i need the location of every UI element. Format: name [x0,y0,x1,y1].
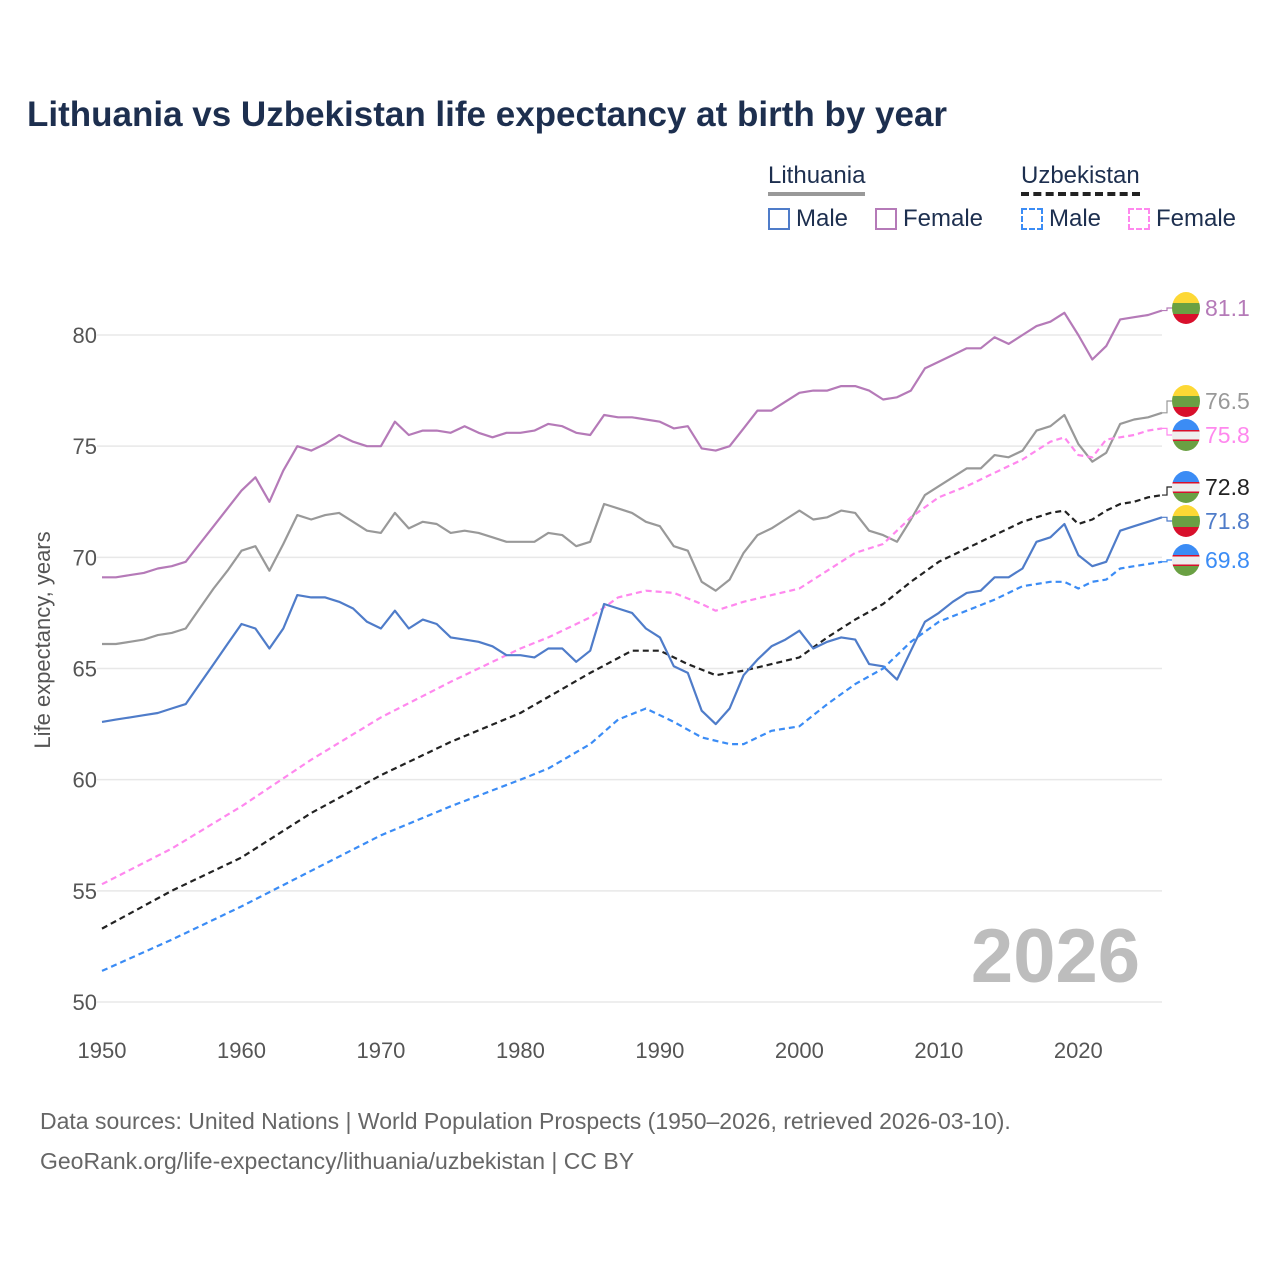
end-value-label: 72.8 [1205,474,1250,500]
y-tick-label: 50 [73,990,97,1015]
flag-stripe [1172,505,1200,516]
flag-stripe [1172,493,1200,503]
legend-swatch [768,208,790,230]
y-tick-label: 70 [73,545,97,570]
chart-title: Lithuania vs Uzbekistan life expectancy … [27,95,948,134]
y-axis: 50 55 60 65 70 75 80 [73,323,97,1015]
legend-label: Female [1156,205,1237,232]
x-tick-label: 2010 [914,1038,963,1063]
flag-stripe [1172,314,1200,324]
flag-stripe [1172,303,1200,314]
source-line-1: Data sources: United Nations | World Pop… [40,1108,1011,1134]
label-connector [1162,486,1172,496]
legend-item-lithuania-male[interactable]: Male [768,205,848,233]
legend-swatch [1021,208,1043,230]
flag-stripe [1172,430,1200,441]
flag-stripe [1172,482,1200,493]
uzbekistan-flag-icon [1172,544,1200,576]
label-connector [1162,516,1172,522]
x-tick-label: 1990 [635,1038,684,1063]
x-tick-label: 2000 [775,1038,824,1063]
legend-label: Male [796,205,849,232]
flag-stripe [1172,385,1200,396]
flag-stripe [1172,292,1200,303]
series-line-lithuania-male [101,516,1163,726]
y-tick-label: 65 [73,657,97,682]
series-line-uzbekistan-total [101,494,1163,930]
x-tick-label: 1960 [217,1038,266,1063]
end-value-label: 75.8 [1205,422,1250,448]
flag-stripe [1172,566,1200,576]
flag-stripe [1172,407,1200,417]
series-line-lithuania-total [102,411,1163,646]
x-tick-label: 2020 [1054,1038,1103,1063]
series-line-uzbekistan-female [101,427,1163,886]
flag-stripe [1172,396,1200,407]
legend-swatch [1128,208,1150,230]
legend-item-uzbekistan-female[interactable]: Female [1128,205,1236,233]
series-line-lithuania-female [102,309,1163,579]
flag-stripe [1172,555,1200,557]
lithuania-flag-icon [1172,292,1200,324]
uzbekistan-flag-icon [1172,471,1200,503]
flag-stripe [1172,516,1200,527]
y-tick-label: 55 [73,879,97,904]
flag-stripe [1172,555,1200,566]
label-connector [1162,400,1172,414]
end-value-label: 69.8 [1205,547,1250,573]
series-lines [101,309,1163,972]
source-line-2[interactable]: GeoRank.org/life-expectancy/lithuania/uz… [40,1148,635,1174]
label-connector [1162,427,1172,436]
lithuania-flag-icon [1172,505,1200,537]
flag-stripe [1172,419,1200,430]
x-tick-label: 1980 [496,1038,545,1063]
flag-stripe [1172,544,1200,555]
uzbekistan-flag-icon [1172,419,1200,451]
flag-stripe [1172,441,1200,451]
x-tick-label: 1950 [78,1038,127,1063]
end-value-label: 71.8 [1205,508,1250,534]
y-tick-label: 60 [73,768,97,793]
legend-swatch [875,208,897,230]
end-value-label: 76.5 [1205,388,1250,414]
end-labels: 81.1 76.5 75.8 72.8 71.8 69.8 [1162,292,1250,576]
y-tick-label: 80 [73,323,97,348]
flag-stripe [1172,491,1200,493]
end-value-label: 81.1 [1205,295,1250,321]
legend-label: Male [1049,205,1102,232]
x-tick-label: 1970 [356,1038,405,1063]
series-line-uzbekistan-male [101,560,1163,972]
label-connector [1162,559,1172,563]
y-axis-label: Life expectancy, years [30,531,55,748]
flag-stripe [1172,430,1200,432]
gridlines [97,334,1162,1003]
year-watermark: 2026 [971,914,1140,999]
flag-stripe [1172,439,1200,441]
flag-stripe [1172,564,1200,566]
legend-group-lithuania: Lithuania [768,162,866,196]
y-tick-label: 75 [73,434,97,459]
flag-stripe [1172,482,1200,484]
label-connector [1162,307,1172,312]
legend-label: Female [903,205,984,232]
lithuania-flag-icon [1172,385,1200,417]
flag-stripe [1172,527,1200,537]
x-axis: 1950 1960 1970 1980 1990 2000 2010 2020 [78,1038,1103,1063]
flag-stripe [1172,471,1200,482]
legend-group-uzbekistan: Uzbekistan [1021,162,1140,196]
legend-item-lithuania-female[interactable]: Female [875,205,983,233]
legend-item-uzbekistan-male[interactable]: Male [1021,205,1101,233]
